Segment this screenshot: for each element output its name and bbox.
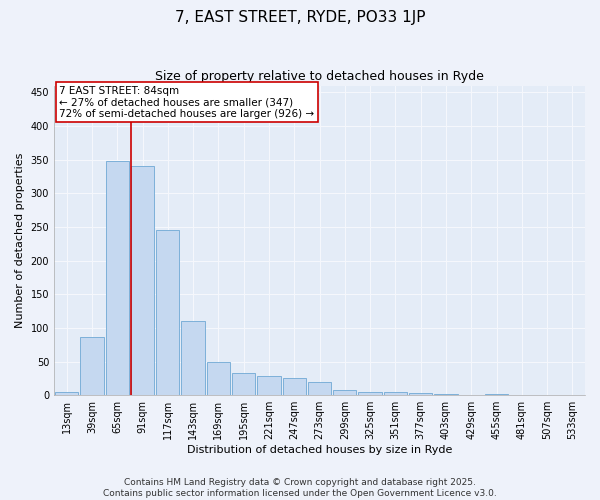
Bar: [131, 166, 154, 395]
Bar: [409, 393, 432, 395]
Bar: [207, 362, 230, 395]
Bar: [358, 392, 382, 395]
Title: Size of property relative to detached houses in Ryde: Size of property relative to detached ho…: [155, 70, 484, 83]
Text: 7, EAST STREET, RYDE, PO33 1JP: 7, EAST STREET, RYDE, PO33 1JP: [175, 10, 425, 25]
Bar: [333, 390, 356, 395]
X-axis label: Distribution of detached houses by size in Ryde: Distribution of detached houses by size …: [187, 445, 452, 455]
Bar: [106, 161, 129, 395]
Bar: [434, 394, 458, 395]
Bar: [283, 378, 306, 395]
Bar: [232, 373, 256, 395]
Bar: [80, 336, 104, 395]
Bar: [485, 394, 508, 395]
Bar: [561, 394, 584, 395]
Bar: [308, 382, 331, 395]
Bar: [384, 392, 407, 395]
Y-axis label: Number of detached properties: Number of detached properties: [15, 152, 25, 328]
Bar: [257, 376, 281, 395]
Bar: [156, 230, 179, 395]
Bar: [181, 321, 205, 395]
Text: 7 EAST STREET: 84sqm
← 27% of detached houses are smaller (347)
72% of semi-deta: 7 EAST STREET: 84sqm ← 27% of detached h…: [59, 86, 314, 119]
Text: Contains HM Land Registry data © Crown copyright and database right 2025.
Contai: Contains HM Land Registry data © Crown c…: [103, 478, 497, 498]
Bar: [55, 392, 79, 395]
